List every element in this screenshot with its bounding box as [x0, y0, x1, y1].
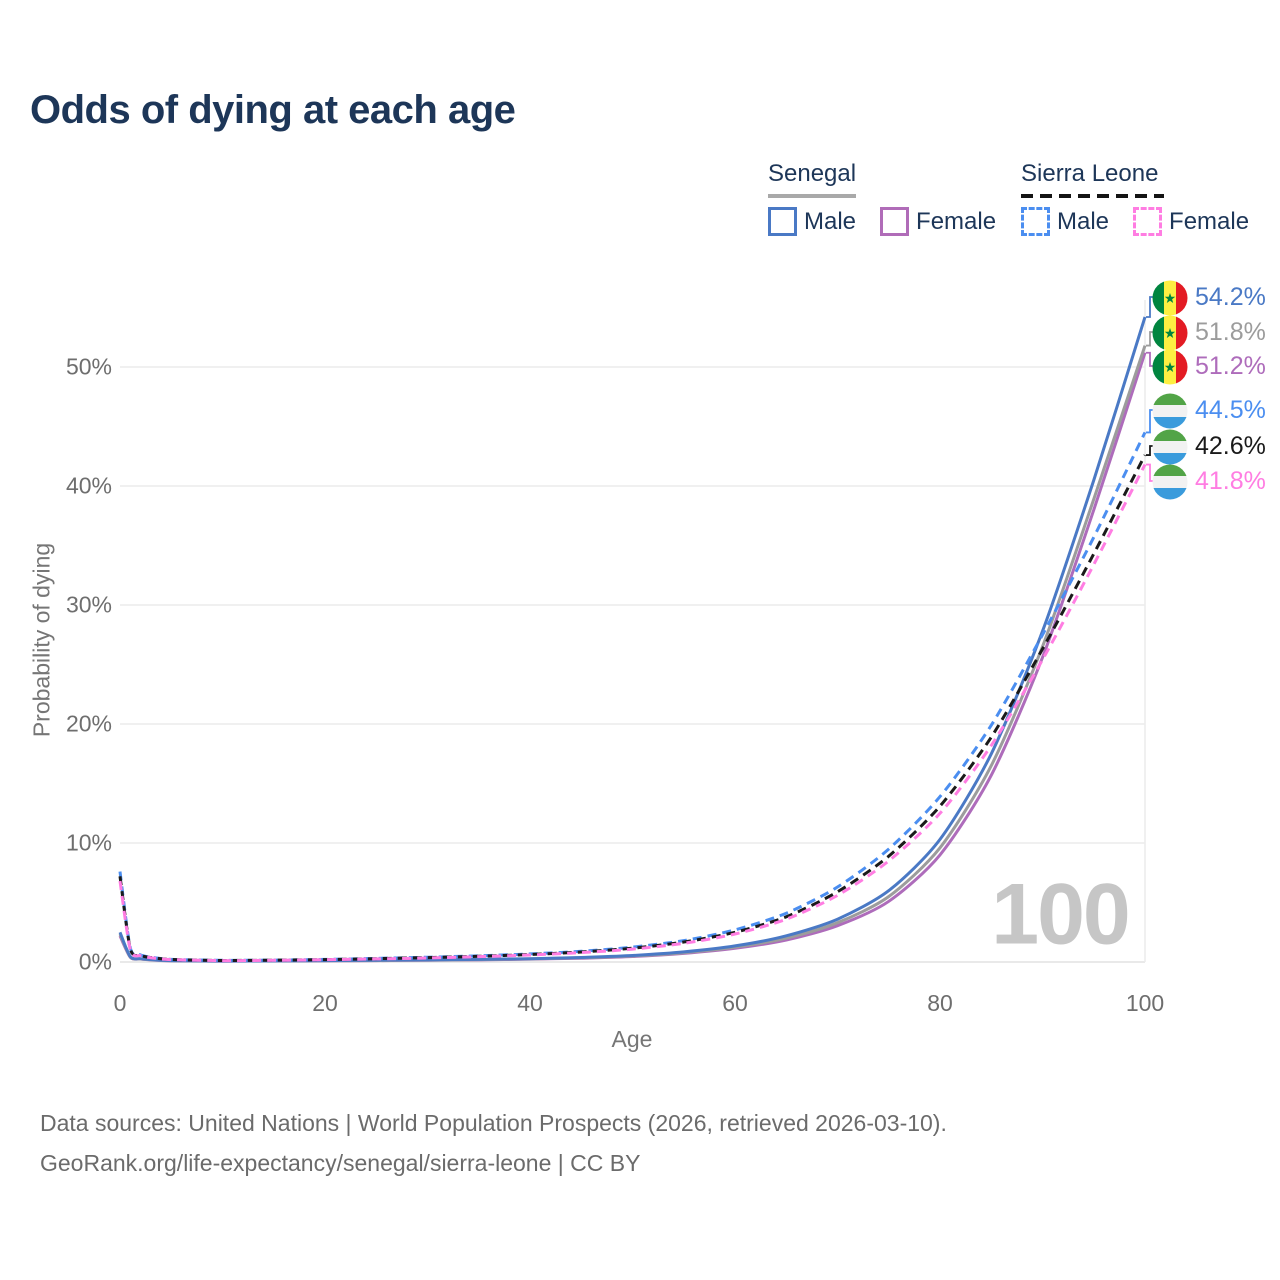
- senegal-solid-line-sample: [768, 194, 856, 198]
- end-label-sierra-leone-female: 41.8%: [1152, 463, 1266, 500]
- legend-item-senegal-male[interactable]: Male: [768, 207, 856, 236]
- legend-label-sierra-leone-female: Female: [1169, 207, 1250, 235]
- data-sources-text: Data sources: United Nations | World Pop…: [40, 1110, 947, 1136]
- y-tick-label: 0%: [78, 948, 112, 975]
- y-tick-label: 40%: [65, 472, 112, 499]
- senegal-flag-icon: [1152, 280, 1188, 315]
- legend-country-senegal: Senegal: [768, 160, 857, 187]
- end-value-senegal-female: 51.2%: [1195, 352, 1266, 380]
- end-value-senegal-both: 51.8%: [1195, 318, 1266, 346]
- x-tick-label: 40: [517, 990, 543, 1016]
- y-tick-label: 10%: [65, 829, 112, 856]
- end-value-sierra-leone-female: 41.8%: [1195, 467, 1266, 495]
- legend-item-sierra-leone-male[interactable]: Male: [1021, 207, 1109, 236]
- legend-label-senegal-male: Male: [804, 207, 857, 235]
- attribution-link-text[interactable]: GeoRank.org/life-expectancy/senegal/sier…: [40, 1150, 641, 1176]
- x-tick-label: 80: [927, 990, 953, 1016]
- x-tick-label: 100: [1125, 990, 1165, 1016]
- legend-item-sierra-leone-female[interactable]: Female: [1117, 207, 1249, 236]
- sierra-leone-female-checkbox-icon[interactable]: [1133, 207, 1163, 236]
- legend-country-sierra-leone: Sierra Leone: [1021, 160, 1159, 187]
- legend-group-sierra-leone: Sierra Leone Male Female: [1021, 160, 1249, 236]
- end-label-sierra-leone-both: 42.6%: [1152, 428, 1266, 465]
- legend-group-senegal: Senegal Male Female: [768, 160, 996, 236]
- series-line-sierra-leone-female: [118, 463, 1147, 963]
- end-label-senegal-female: 51.2%: [1152, 348, 1266, 385]
- end-label-senegal-both: 51.8%: [1152, 314, 1266, 351]
- sierra-leone-dashed-line-sample: [1021, 194, 1164, 198]
- legend-label-senegal-female: Female: [916, 207, 997, 235]
- y-axis-title: Probability of dying: [28, 542, 55, 738]
- y-tick-label: 30%: [65, 591, 112, 618]
- end-value-sierra-leone-male: 44.5%: [1195, 396, 1266, 424]
- sierra-leone-flag-icon: [1152, 464, 1188, 499]
- x-tick-label: 20: [312, 990, 338, 1016]
- legend-item-senegal-female[interactable]: Female: [864, 207, 996, 236]
- end-value-senegal-male: 54.2%: [1195, 283, 1266, 311]
- x-axis-title: Age: [611, 1026, 653, 1052]
- senegal-female-checkbox-icon[interactable]: [880, 207, 910, 236]
- senegal-flag-icon: [1152, 349, 1188, 384]
- end-value-sierra-leone-both: 42.6%: [1195, 432, 1266, 460]
- sierra-leone-male-checkbox-icon[interactable]: [1021, 207, 1050, 236]
- series-line-senegal-male: [118, 316, 1147, 963]
- x-tick-label: 60: [722, 990, 748, 1016]
- series-line-sierra-leone-both-sexes: [118, 454, 1147, 963]
- senegal-flag-icon: [1152, 315, 1188, 350]
- end-label-senegal-male: 54.2%: [1152, 279, 1266, 316]
- y-tick-label: 50%: [65, 353, 112, 380]
- y-tick-label: 20%: [65, 710, 112, 737]
- end-label-sierra-leone-male: 44.5%: [1152, 392, 1266, 429]
- senegal-male-checkbox-icon[interactable]: [768, 207, 797, 236]
- chart-title: Odds of dying at each age: [30, 88, 516, 132]
- sierra-leone-flag-icon: [1152, 429, 1188, 464]
- x-tick-label: 0: [113, 990, 127, 1016]
- legend-label-sierra-leone-male: Male: [1057, 207, 1110, 235]
- sierra-leone-flag-icon: [1152, 393, 1188, 428]
- age-watermark: 100: [991, 866, 1130, 963]
